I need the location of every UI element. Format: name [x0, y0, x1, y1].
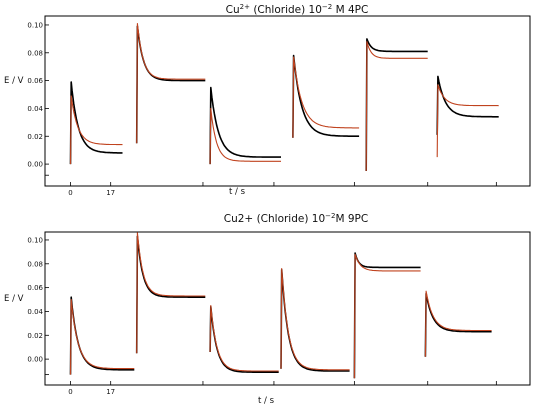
series-black-pulse-3: [209, 86, 281, 165]
y-tick-label: 0.02: [27, 133, 43, 141]
series-black-pulse-3: [209, 305, 279, 373]
series-red-pulse-6: [436, 84, 499, 158]
y-tick-label: 0.00: [27, 356, 43, 364]
series-red-pulse-5: [365, 41, 428, 172]
chart-panel-top: Cu2+ (Chloride) 10−2 M 4PC E / V t / s 0.00…: [4, 3, 531, 197]
series-black-pulse-4: [292, 54, 360, 138]
y-tick-label: 0.10: [27, 21, 43, 29]
plot-frame: [44, 231, 531, 386]
x-tick-label: 17: [106, 189, 115, 197]
series-red-pulse-2: [136, 232, 206, 354]
y-tick-label: 0.10: [27, 236, 43, 244]
series-black-pulse-6: [424, 292, 492, 357]
series-red-pulse-2: [136, 23, 206, 144]
series-red-pulse-5: [353, 253, 421, 379]
series-black-pulse-2: [135, 235, 206, 354]
series-red-pulse-6: [424, 290, 492, 357]
x-tick-label: 0: [68, 388, 72, 396]
y-tick-label: 0.06: [27, 77, 43, 85]
series-black-pulse-1: [69, 296, 135, 375]
x-axis-label: t / s: [258, 396, 275, 406]
y-tick-label: 0.04: [27, 308, 43, 316]
series-red-pulse-3: [209, 107, 281, 165]
x-axis-label: t / s: [229, 187, 246, 197]
series-black-pulse-5: [365, 38, 428, 172]
series-black-pulse-1: [69, 81, 123, 165]
series-red-pulse-3: [209, 304, 279, 372]
y-axis-label: E / V: [4, 294, 24, 304]
series-black-pulse-2: [135, 25, 206, 144]
series-red-pulse-1: [69, 298, 135, 375]
y-axis-label: E / V: [4, 76, 24, 86]
y-tick-label: 0.04: [27, 105, 43, 113]
chart-panel-bottom: Cu2+ (Chloride) 10−2M 9PC E / V t / s 0.00 0…: [4, 212, 531, 406]
y-tick-label: 0.00: [27, 161, 43, 169]
series-red-pulse-4: [292, 56, 360, 138]
y-tick-label: 0.08: [27, 260, 43, 268]
series-red-pulse-1: [69, 95, 123, 165]
chart-title: Cu2+ (Chloride) 10−2M 9PC: [224, 212, 368, 225]
series-black-pulse-6: [436, 75, 499, 135]
y-tick-label: 0.02: [27, 332, 43, 340]
series-red-pulse-4: [280, 268, 350, 371]
x-tick-label: 17: [106, 388, 115, 396]
series-black-pulse-4: [280, 269, 350, 372]
y-tick-label: 0.08: [27, 49, 43, 57]
series-black-pulse-5: [353, 252, 421, 379]
y-tick-label: 0.06: [27, 284, 43, 292]
x-tick-label: 0: [68, 189, 72, 197]
chart-title: Cu2+ (Chloride) 10−2 M 4PC: [226, 3, 369, 16]
plot-frame: [44, 15, 531, 187]
